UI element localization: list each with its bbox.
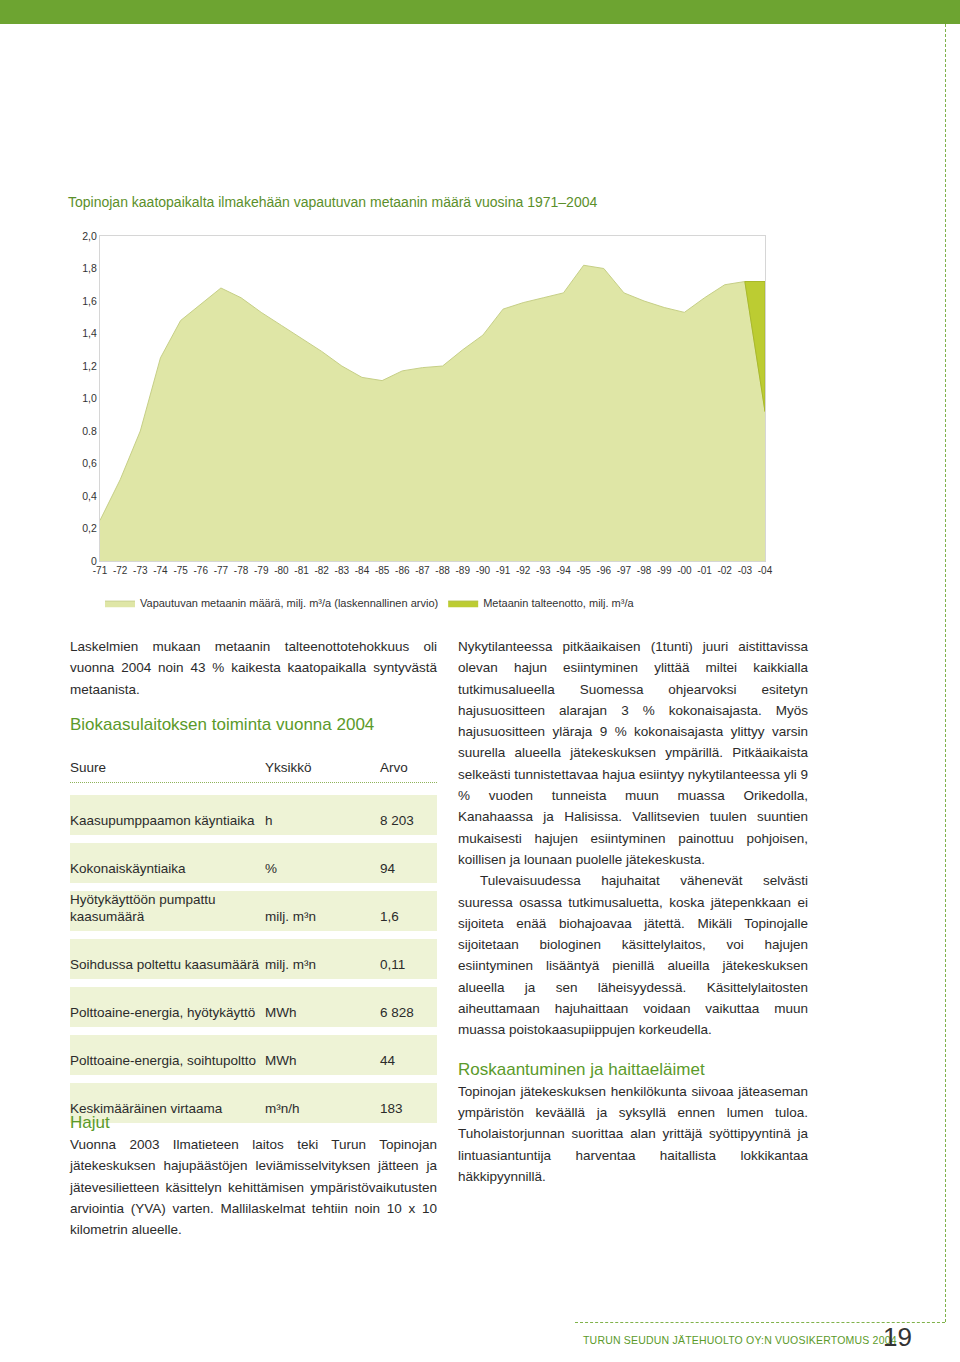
- svg-text:-83: -83: [335, 565, 350, 576]
- svg-text:2,0: 2,0: [82, 230, 97, 242]
- html-text:Arvo: Arvo: [380, 760, 408, 775]
- svg-text:0: 0: [91, 555, 97, 567]
- html-text:Kokonaiskäyntiaika: Kokonaiskäyntiaika: [70, 861, 186, 876]
- svg-text:1,2: 1,2: [82, 360, 97, 372]
- svg-text:-77: -77: [214, 565, 229, 576]
- html-text:m³n/h: m³n/h: [265, 1101, 300, 1116]
- svg-text:-84: -84: [355, 565, 370, 576]
- svg-text:-88: -88: [435, 565, 450, 576]
- svg-text:-86: -86: [395, 565, 410, 576]
- svg-text:-97: -97: [617, 565, 632, 576]
- svg-text:-72: -72: [113, 565, 128, 576]
- svg-text:-03: -03: [738, 565, 753, 576]
- svg-text:-96: -96: [597, 565, 612, 576]
- svg-text:-87: -87: [415, 565, 430, 576]
- html-text:Roskaantuminen ja haittaeläime: Roskaantuminen ja haittaeläimet: [458, 1059, 705, 1079]
- svg-text:-76: -76: [194, 565, 209, 576]
- svg-text:-01: -01: [697, 565, 712, 576]
- svg-text:-00: -00: [677, 565, 692, 576]
- html-text:MWh: MWh: [265, 1053, 297, 1068]
- html-text:0,11: 0,11: [380, 957, 406, 972]
- html-text:TURUN SEUDUN JÄTEHUOLTO OY:N V: TURUN SEUDUN JÄTEHUOLTO OY:N VUOSIKERTOM…: [583, 1334, 897, 1346]
- svg-text:1,4: 1,4: [82, 327, 97, 339]
- html-text:44: 44: [380, 1053, 395, 1068]
- html-text:Nykytilanteessa pitkäaikaisen: Nykytilanteessa pitkäaikaisen (1tunti) j…: [458, 639, 808, 867]
- html-text:Soihdussa poltettu kaasumäärä: Soihdussa poltettu kaasumäärä milj. m³n: [70, 957, 316, 972]
- svg-text:0,6: 0,6: [82, 457, 97, 469]
- svg-text:-92: -92: [516, 565, 531, 576]
- svg-text:-99: -99: [657, 565, 672, 576]
- html-text:94: 94: [380, 861, 395, 876]
- html-text:Vuonna 2003 Ilmatieteen laitos: Vuonna 2003 Ilmatieteen laitos teki Turu…: [70, 1137, 437, 1238]
- svg-text:1,0: 1,0: [82, 392, 97, 404]
- svg-text:-98: -98: [637, 565, 652, 576]
- svg-text:Vapautuvan metaanin määrä, mil: Vapautuvan metaanin määrä, milj. m³/a (l…: [140, 597, 438, 609]
- svg-text:-95: -95: [576, 565, 591, 576]
- svg-text:1,8: 1,8: [82, 262, 97, 274]
- html-text:Keskimääräinen virtaama: Keskimääräinen virtaama: [70, 1101, 223, 1116]
- svg-text:-90: -90: [476, 565, 491, 576]
- svg-text:-93: -93: [536, 565, 551, 576]
- html-text:183: 183: [380, 1101, 403, 1116]
- html-text:MWh: MWh: [265, 1005, 297, 1020]
- html-text:Suure: Suure: [70, 760, 106, 775]
- svg-text:Topinojan kaatopaikalta ilmake: Topinojan kaatopaikalta ilmakehään vapau…: [68, 194, 597, 210]
- svg-text:1,6: 1,6: [82, 295, 97, 307]
- html-text:Polttoaine-energia, hyötykäytt: Polttoaine-energia, hyötykäyttö: [70, 1005, 256, 1020]
- svg-text:-91: -91: [496, 565, 511, 576]
- svg-text:-75: -75: [173, 565, 188, 576]
- html-text:Biokaasulaitoksen toiminta vuo: Biokaasulaitoksen toiminta vuonna 2004: [70, 715, 375, 734]
- html-text:8 203: 8 203: [380, 813, 414, 828]
- svg-text:-82: -82: [314, 565, 329, 576]
- svg-text:-81: -81: [294, 565, 309, 576]
- html-text:Laskelmien mukaan metaanin tal: Laskelmien mukaan metaanin talteenottote…: [70, 639, 437, 697]
- svg-text:-71: -71: [93, 565, 108, 576]
- svg-text:-89: -89: [456, 565, 471, 576]
- html-text:Tulevaisuudessa hajuhaitat väh: Tulevaisuudessa hajuhaitat vähenevät sel…: [458, 873, 808, 1038]
- html-text:milj. m³n: milj. m³n: [265, 909, 316, 924]
- svg-text:Metaanin talteenotto, milj. m³: Metaanin talteenotto, milj. m³/a: [483, 597, 634, 609]
- html-text:Kaasupumppaamon käyntiaika: Kaasupumppaamon käyntiaika: [70, 813, 255, 828]
- html-text:19: 19: [883, 1322, 912, 1352]
- svg-text:-73: -73: [133, 565, 148, 576]
- html-text:Yksikkö: Yksikkö: [265, 760, 312, 775]
- svg-text:-94: -94: [556, 565, 571, 576]
- svg-text:-80: -80: [274, 565, 289, 576]
- svg-text:0.8: 0.8: [82, 425, 97, 437]
- html-text:Hyötykäyttöön pumpattu kaasumä: Hyötykäyttöön pumpattu kaasumäärä: [70, 892, 216, 924]
- html-text:Polttoaine-energia, soihtupolt: Polttoaine-energia, soihtupoltto: [70, 1053, 257, 1068]
- svg-text:-02: -02: [717, 565, 732, 576]
- html-text:6 828: 6 828: [380, 1005, 414, 1020]
- html-text:Topinojan jätekeskuksen henkil: Topinojan jätekeskuksen henkilökunta sii…: [458, 1083, 808, 1184]
- svg-text:-04: -04: [758, 565, 773, 576]
- svg-text:0,4: 0,4: [82, 490, 97, 502]
- html-text:h: h: [265, 813, 273, 828]
- svg-text:0,2: 0,2: [82, 522, 97, 534]
- svg-text:-74: -74: [153, 565, 168, 576]
- html-text:Hajut: Hajut: [70, 1113, 110, 1132]
- svg-text:-85: -85: [375, 565, 390, 576]
- html-text:1,6: 1,6: [380, 909, 399, 924]
- svg-text:-78: -78: [234, 565, 249, 576]
- svg-text:-79: -79: [254, 565, 269, 576]
